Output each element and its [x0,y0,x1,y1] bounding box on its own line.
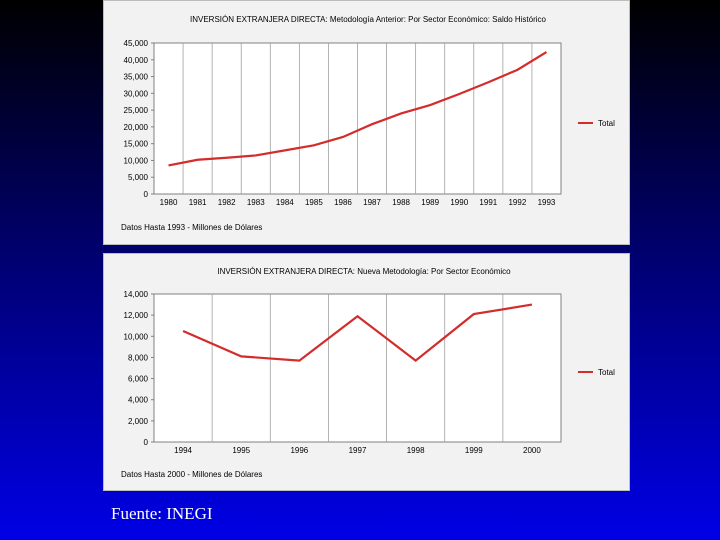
chart-2: INVERSIÓN EXTRANJERA DIRECTA: Nueva Meto… [121,267,615,479]
source-caption: Fuente: INEGI [111,504,213,523]
chart-2-legend-total: Total [598,368,615,377]
x-tick-label: 1998 [407,446,425,455]
y-tick-label: 25,000 [124,106,149,115]
plot-area [153,293,562,443]
y-tick-label: 4,000 [128,396,149,405]
y-tick-label: 45,000 [124,39,149,48]
y-tick-label: 14,000 [124,290,149,299]
x-tick-label: 1999 [465,446,483,455]
y-tick-label: 35,000 [124,73,149,82]
x-tick-label: 1987 [363,198,381,207]
series-line-total [168,51,548,167]
x-tick-label: 2000 [523,446,541,455]
x-tick-label: 1980 [160,198,178,207]
y-tick-label: 0 [144,190,149,199]
y-tick-label: 0 [144,438,149,447]
y-tick-label: 20,000 [124,123,149,132]
chart-1-note: Datos Hasta 1993 - Millones de Dólares [121,223,262,232]
x-tick-label: 1997 [349,446,367,455]
y-tick-label: 5,000 [128,173,149,182]
chart-panel-2: INVERSIÓN EXTRANJERA DIRECTA: Nueva Meto… [103,253,630,491]
chart-1: INVERSIÓN EXTRANJERA DIRECTA: Metodologí… [121,15,615,232]
y-tick-label: 30,000 [124,89,149,98]
y-tick-label: 8,000 [128,353,149,362]
x-tick-label: 1992 [508,198,526,207]
chart-1-legend-total: Total [598,119,615,128]
x-tick-label: 1989 [421,198,439,207]
x-tick-label: 1985 [305,198,323,207]
y-tick-label: 6,000 [128,375,149,384]
y-tick-label: 12,000 [124,311,149,320]
x-tick-label: 1995 [232,446,250,455]
chart-2-note: Datos Hasta 2000 - Millones de Dólares [121,470,262,479]
x-tick-label: 1983 [247,198,265,207]
x-tick-label: 1991 [479,198,497,207]
y-tick-label: 10,000 [124,332,149,341]
chart-panel-1: INVERSIÓN EXTRANJERA DIRECTA: Metodologí… [103,0,630,245]
series-line-total [182,303,533,362]
x-tick-label: 1996 [290,446,308,455]
x-tick-label: 1990 [450,198,468,207]
x-tick-label: 1986 [334,198,352,207]
x-tick-label: 1984 [276,198,294,207]
y-tick-label: 40,000 [124,56,149,65]
x-tick-label: 1988 [392,198,410,207]
x-tick-label: 1982 [218,198,236,207]
x-tick-label: 1994 [174,446,192,455]
y-tick-label: 2,000 [128,417,149,426]
y-tick-label: 15,000 [124,140,149,149]
x-tick-label: 1981 [189,198,207,207]
x-tick-label: 1993 [538,198,556,207]
chart-2-title: INVERSIÓN EXTRANJERA DIRECTA: Nueva Meto… [217,267,511,276]
chart-1-title: INVERSIÓN EXTRANJERA DIRECTA: Metodologí… [190,15,547,24]
y-tick-label: 10,000 [124,156,149,165]
